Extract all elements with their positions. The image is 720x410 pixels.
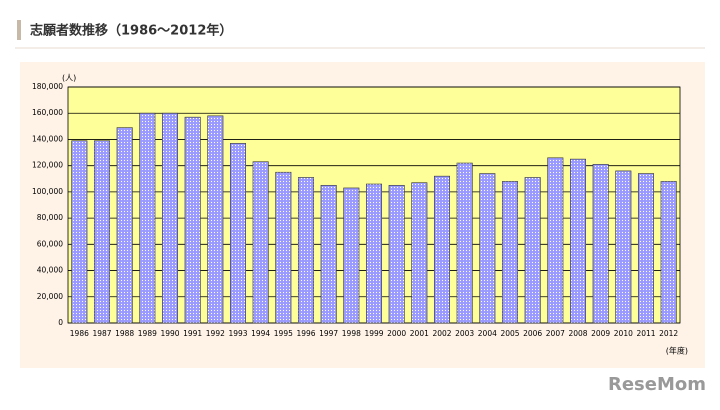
bar: [275, 171, 292, 324]
bar: [388, 185, 405, 324]
bar: [229, 143, 247, 324]
bar: [411, 182, 428, 324]
logo: ReseMom: [608, 374, 706, 395]
bar: [71, 140, 88, 324]
bar: [479, 173, 496, 324]
x-tick-label: 2012: [659, 329, 678, 338]
x-tick-label: 1999: [364, 329, 383, 338]
y-tick-label: 0: [58, 318, 63, 327]
bar: [592, 164, 609, 324]
x-tick-label: 1995: [274, 329, 293, 338]
bar: [161, 112, 179, 324]
x-tick-label: 1994: [251, 329, 270, 338]
x-tick-label: 2010: [614, 329, 633, 338]
bar: [660, 181, 677, 324]
x-tick-label: 1988: [115, 329, 134, 338]
x-tick-label: 2007: [546, 329, 565, 338]
x-tick-label: 1986: [70, 329, 89, 338]
x-tick-label: 2011: [636, 329, 655, 338]
x-tick-label: 2009: [591, 329, 610, 338]
y-tick-label: 120,000: [32, 161, 63, 170]
y-tick-label: 80,000: [37, 213, 63, 222]
bar: [569, 158, 587, 324]
x-tick-label: 1996: [296, 329, 315, 338]
bar: [297, 177, 315, 324]
x-tick-label: 1993: [228, 329, 247, 338]
x-tick-label: 1992: [206, 329, 225, 338]
x-tick-label: 2001: [410, 329, 429, 338]
bar: [93, 140, 111, 324]
bar: [524, 177, 541, 324]
bar: [184, 116, 201, 324]
y-tick-label: 160,000: [32, 108, 63, 117]
x-tick-label: 2008: [568, 329, 587, 338]
x-tick-label: 2002: [432, 329, 451, 338]
y-tick-label: 40,000: [37, 266, 63, 275]
x-tick-label: 2003: [455, 329, 474, 338]
x-tick-label: 1991: [183, 329, 202, 338]
bar: [547, 157, 564, 324]
header-marker: [17, 20, 21, 40]
x-tick-label: 2000: [387, 329, 406, 338]
y-tick-label: 180,000: [32, 82, 63, 91]
bar: [433, 175, 451, 324]
x-tick-label: 2005: [500, 329, 519, 338]
x-tick-label: 2006: [523, 329, 542, 338]
y-tick-label: 100,000: [32, 187, 63, 196]
bar: [365, 183, 383, 324]
y-tick-label: 20,000: [37, 292, 63, 301]
x-tick-label: 1997: [319, 329, 338, 338]
x-tick-label: 1990: [160, 329, 179, 338]
y-tick-label: 60,000: [37, 239, 63, 248]
bar: [116, 127, 133, 324]
x-tick-label: 1987: [92, 329, 111, 338]
bar: [501, 181, 519, 324]
page-title: 志願者数推移（1986〜2012年）: [30, 23, 232, 39]
x-tick-label: 1989: [138, 329, 157, 338]
x-tick-label: 2004: [478, 329, 497, 338]
bar: [615, 170, 632, 324]
bar: [320, 185, 337, 324]
bar: [637, 173, 655, 324]
bar: [139, 112, 156, 324]
bar: [207, 115, 224, 324]
x-unit: (年度): [666, 346, 688, 356]
x-tick-label: 1998: [342, 329, 361, 338]
bar: [252, 161, 269, 324]
y-unit: (人): [62, 74, 76, 83]
bar: [343, 187, 360, 324]
y-tick-label: 140,000: [32, 134, 63, 143]
bar: [456, 162, 473, 324]
